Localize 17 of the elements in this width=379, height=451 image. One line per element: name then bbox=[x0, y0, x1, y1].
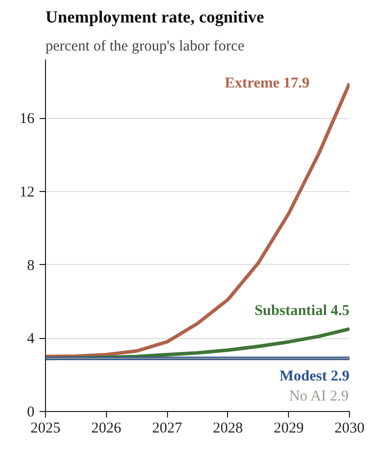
x-tick-label: 2028 bbox=[212, 420, 243, 436]
chart-subtitle: percent of the group's labor force bbox=[46, 38, 245, 54]
x-tick-label: 2030 bbox=[334, 420, 364, 436]
y-tick-label: 12 bbox=[20, 184, 34, 200]
text: No AI 2.9 bbox=[289, 388, 349, 404]
x-tick-label: 2026 bbox=[91, 420, 122, 436]
chart-title: Unemployment rate, cognitive bbox=[46, 8, 265, 26]
x-tick-label: 2029 bbox=[274, 420, 304, 436]
text: Modest 2.9 bbox=[280, 368, 350, 384]
text: Extreme 17.9 bbox=[224, 75, 310, 92]
x-tick-label: 2025 bbox=[30, 420, 60, 436]
x-tick-label: 2027 bbox=[152, 420, 183, 436]
y-tick-label: 8 bbox=[27, 258, 34, 274]
y-tick-label: 0 bbox=[27, 404, 34, 420]
y-tick-label: 4 bbox=[27, 331, 35, 348]
text: Substantial 4.5 bbox=[254, 303, 350, 319]
y-tick-label: 16 bbox=[20, 111, 35, 128]
